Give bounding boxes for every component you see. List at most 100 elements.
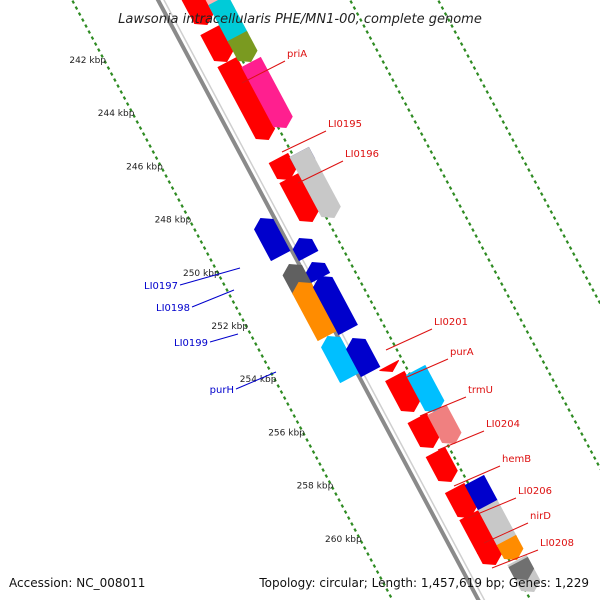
forward-gene-outer (477, 499, 518, 548)
gene-label: hemB (502, 454, 531, 465)
reverse-ring-dots (170, 186, 175, 190)
label-leader (437, 430, 485, 451)
forward-gene (279, 172, 319, 222)
outer-ring-dots (488, 96, 493, 100)
reverse-ring-dots (263, 360, 268, 364)
reverse-ring-dots (135, 120, 140, 124)
forward-ring-dots (538, 354, 542, 358)
reverse-ring-dots (148, 144, 152, 148)
reverse-ring-dots (260, 354, 264, 358)
forward-ring-dots (362, 24, 366, 28)
reverse-ring-dots (331, 486, 335, 490)
reverse-ring-dots (353, 528, 357, 532)
tick-dot-line (449, 450, 454, 454)
outer-ring-dots (466, 54, 470, 58)
forward-gene-outer (464, 474, 498, 513)
forward-ring-dots (391, 78, 395, 82)
reverse-ring-dots (141, 132, 146, 136)
forward-ring-dots (554, 384, 558, 388)
reverse-ring-dots (129, 108, 133, 112)
forward-ring-dots (480, 246, 485, 250)
label-leader (399, 358, 449, 381)
forward-ring-dots (522, 324, 526, 328)
reverse-ring-dots (87, 30, 91, 34)
gene-label: nirD (530, 511, 551, 522)
reverse-ring-dots (382, 582, 386, 586)
forward-gene (425, 446, 458, 482)
reverse-ring-dots (324, 474, 329, 478)
reverse-ring-dots (174, 192, 178, 196)
forward-gene (268, 152, 297, 180)
reverse-ring-dots (311, 450, 316, 454)
kbp-tick-labels: 242 kbp 244 kbp 246 kbp 248 kbp 250 kbp 252 k… (69, 56, 362, 545)
tick-dot-line (328, 222, 332, 226)
forward-gene-outer (427, 404, 462, 444)
gene-label: LI0208 (540, 538, 574, 549)
outer-ring-dots (472, 66, 477, 70)
forward-gene-outer (227, 30, 258, 62)
tick-dot-line (385, 330, 390, 334)
outer-ring-dots (584, 276, 589, 280)
forward-ring-dots (439, 168, 443, 172)
tick-dot-line (459, 468, 463, 472)
reverse-ring-dots (132, 114, 136, 118)
tick-dot-line (350, 264, 354, 268)
forward-ring-dots (452, 192, 456, 196)
tick-label: 258 kbp (297, 482, 334, 492)
forward-ring-dots (435, 162, 440, 166)
forward-ring-dots (423, 138, 427, 142)
outer-ring-dots (463, 48, 467, 52)
forward-ring-dots (349, 0, 353, 4)
forward-gene (459, 509, 497, 555)
tick-dot-line (279, 132, 284, 136)
reverse-ring-dots (199, 240, 204, 244)
forward-ring-dots (410, 114, 414, 118)
gene-label: LI0199 (174, 338, 208, 349)
forward-gene-outer (496, 534, 524, 561)
tick-dot-line (395, 348, 399, 352)
reverse-ring-dots (100, 54, 104, 58)
reverse-gene (305, 261, 331, 284)
outer-ring-dots (517, 150, 522, 154)
forward-ring-dots (544, 366, 549, 370)
forward-ring-dots (589, 450, 594, 454)
reverse-ring-dots (206, 252, 210, 256)
label-leader (179, 267, 241, 286)
forward-ring-dots (445, 180, 450, 184)
outer-ring-dots (533, 180, 538, 184)
forward-ring-dots (535, 348, 539, 352)
outer-ring-dots (556, 222, 560, 226)
forward-ring-dots (468, 222, 472, 226)
reverse-ring-dots (314, 456, 319, 460)
gene-label: purA (450, 347, 474, 358)
accession-text: Accession: NC_008011 (9, 576, 146, 590)
reverse-ring-dots (161, 168, 165, 172)
forward-ring-dots (567, 408, 571, 412)
outer-ring-dots (459, 42, 464, 46)
reverse-ring-dots (167, 180, 172, 184)
topology-text: Topology: circular; Length: 1,457,619 bp… (259, 576, 589, 590)
forward-ring-dots (487, 258, 491, 262)
reverse-ring-dots (84, 24, 88, 28)
tick-dot-line (372, 306, 377, 310)
forward-ring-dots (419, 132, 424, 136)
outer-ring-dots (523, 162, 528, 166)
tick-dot-line (382, 324, 386, 328)
forward-ring-dots (448, 186, 453, 190)
forward-ring-dots (490, 264, 494, 268)
reverse-ring-dots (366, 552, 370, 556)
reverse-ring-dots (241, 318, 245, 322)
forward-ring-dots (496, 276, 501, 280)
forward-ring-dots (416, 126, 421, 130)
gene-label: LI0204 (486, 419, 520, 430)
reverse-ring-dots (266, 366, 271, 370)
tick-dot-line (392, 342, 396, 346)
forward-ring-dots (400, 96, 405, 100)
reverse-ring-dots (180, 204, 184, 208)
label-leader (491, 549, 539, 569)
reverse-ring-dots (154, 156, 159, 160)
forward-ring-dots (586, 444, 591, 448)
reverse-ring-dots (340, 504, 345, 508)
reverse-ring-dots (190, 222, 194, 226)
forward-gene (379, 359, 400, 373)
